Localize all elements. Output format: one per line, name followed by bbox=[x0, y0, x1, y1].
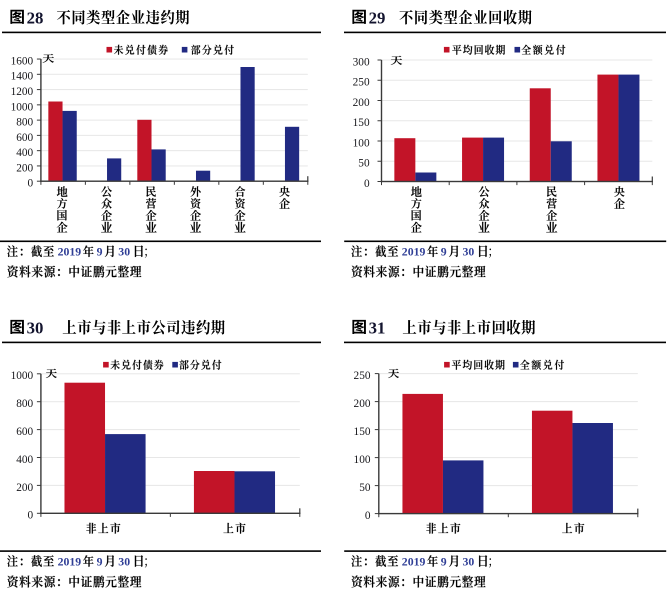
svg-text:29: 29 bbox=[369, 9, 386, 28]
svg-text:2019: 2019 bbox=[402, 245, 426, 259]
svg-text:100: 100 bbox=[354, 454, 371, 466]
svg-text:2019: 2019 bbox=[58, 554, 82, 568]
svg-text:200: 200 bbox=[16, 162, 33, 174]
svg-text:0: 0 bbox=[28, 178, 34, 190]
svg-text:30: 30 bbox=[118, 245, 130, 259]
svg-text:200: 200 bbox=[353, 97, 370, 109]
svg-text:800: 800 bbox=[16, 398, 33, 410]
svg-text:2019: 2019 bbox=[402, 554, 426, 568]
svg-text:0: 0 bbox=[364, 178, 370, 190]
svg-text:250: 250 bbox=[353, 77, 370, 89]
svg-text:0: 0 bbox=[365, 510, 371, 522]
svg-text:1600: 1600 bbox=[11, 55, 34, 67]
svg-text:9: 9 bbox=[441, 245, 447, 259]
svg-text:9: 9 bbox=[97, 245, 103, 259]
svg-text:300: 300 bbox=[353, 56, 370, 68]
svg-text:2019: 2019 bbox=[58, 245, 82, 259]
svg-text:30: 30 bbox=[27, 319, 44, 338]
svg-text:50: 50 bbox=[359, 482, 371, 494]
svg-text:200: 200 bbox=[16, 482, 33, 494]
svg-text:31: 31 bbox=[369, 319, 386, 338]
svg-text:600: 600 bbox=[16, 426, 33, 438]
svg-text:30: 30 bbox=[118, 554, 130, 568]
svg-text:1000: 1000 bbox=[11, 101, 34, 113]
svg-text:150: 150 bbox=[354, 426, 371, 438]
svg-text:28: 28 bbox=[27, 9, 44, 28]
svg-text:1200: 1200 bbox=[11, 86, 34, 98]
svg-text:1400: 1400 bbox=[11, 71, 34, 83]
svg-text:0: 0 bbox=[28, 510, 34, 522]
svg-text:800: 800 bbox=[16, 117, 33, 129]
svg-text:250: 250 bbox=[354, 370, 371, 382]
svg-text:100: 100 bbox=[353, 137, 370, 149]
svg-text:150: 150 bbox=[353, 117, 370, 129]
svg-text:30: 30 bbox=[463, 245, 475, 259]
svg-text:400: 400 bbox=[16, 147, 33, 159]
svg-text:600: 600 bbox=[16, 132, 33, 144]
svg-text:30: 30 bbox=[463, 554, 475, 568]
svg-text:400: 400 bbox=[16, 454, 33, 466]
svg-text:9: 9 bbox=[97, 554, 103, 568]
svg-text:9: 9 bbox=[441, 554, 447, 568]
svg-text:50: 50 bbox=[358, 158, 370, 170]
svg-text:200: 200 bbox=[354, 398, 371, 410]
svg-text:1000: 1000 bbox=[11, 370, 34, 382]
